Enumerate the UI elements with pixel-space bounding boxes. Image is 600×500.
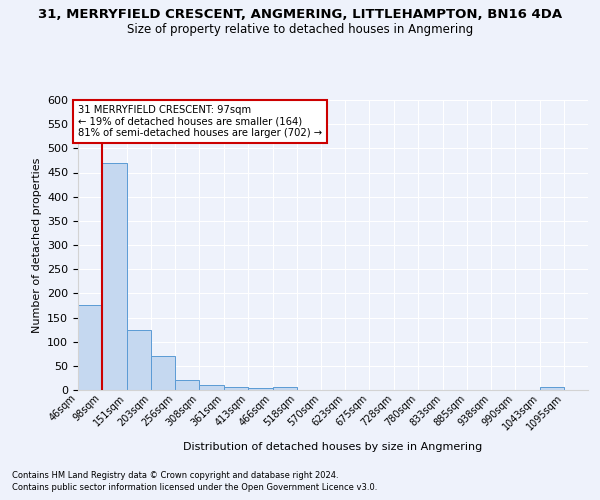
Bar bbox=[151, 356, 175, 390]
Bar bbox=[224, 386, 248, 390]
Text: Size of property relative to detached houses in Angmering: Size of property relative to detached ho… bbox=[127, 22, 473, 36]
Y-axis label: Number of detached properties: Number of detached properties bbox=[32, 158, 41, 332]
Bar bbox=[248, 388, 272, 390]
Bar bbox=[78, 306, 102, 390]
Bar bbox=[175, 380, 199, 390]
Text: Distribution of detached houses by size in Angmering: Distribution of detached houses by size … bbox=[184, 442, 482, 452]
Bar bbox=[199, 385, 224, 390]
Text: 31 MERRYFIELD CRESCENT: 97sqm
← 19% of detached houses are smaller (164)
81% of : 31 MERRYFIELD CRESCENT: 97sqm ← 19% of d… bbox=[78, 105, 322, 138]
Text: 31, MERRYFIELD CRESCENT, ANGMERING, LITTLEHAMPTON, BN16 4DA: 31, MERRYFIELD CRESCENT, ANGMERING, LITT… bbox=[38, 8, 562, 20]
Bar bbox=[272, 387, 296, 390]
Bar bbox=[127, 330, 151, 390]
Text: Contains public sector information licensed under the Open Government Licence v3: Contains public sector information licen… bbox=[12, 484, 377, 492]
Bar bbox=[102, 163, 127, 390]
Bar bbox=[540, 387, 564, 390]
Text: Contains HM Land Registry data © Crown copyright and database right 2024.: Contains HM Land Registry data © Crown c… bbox=[12, 471, 338, 480]
